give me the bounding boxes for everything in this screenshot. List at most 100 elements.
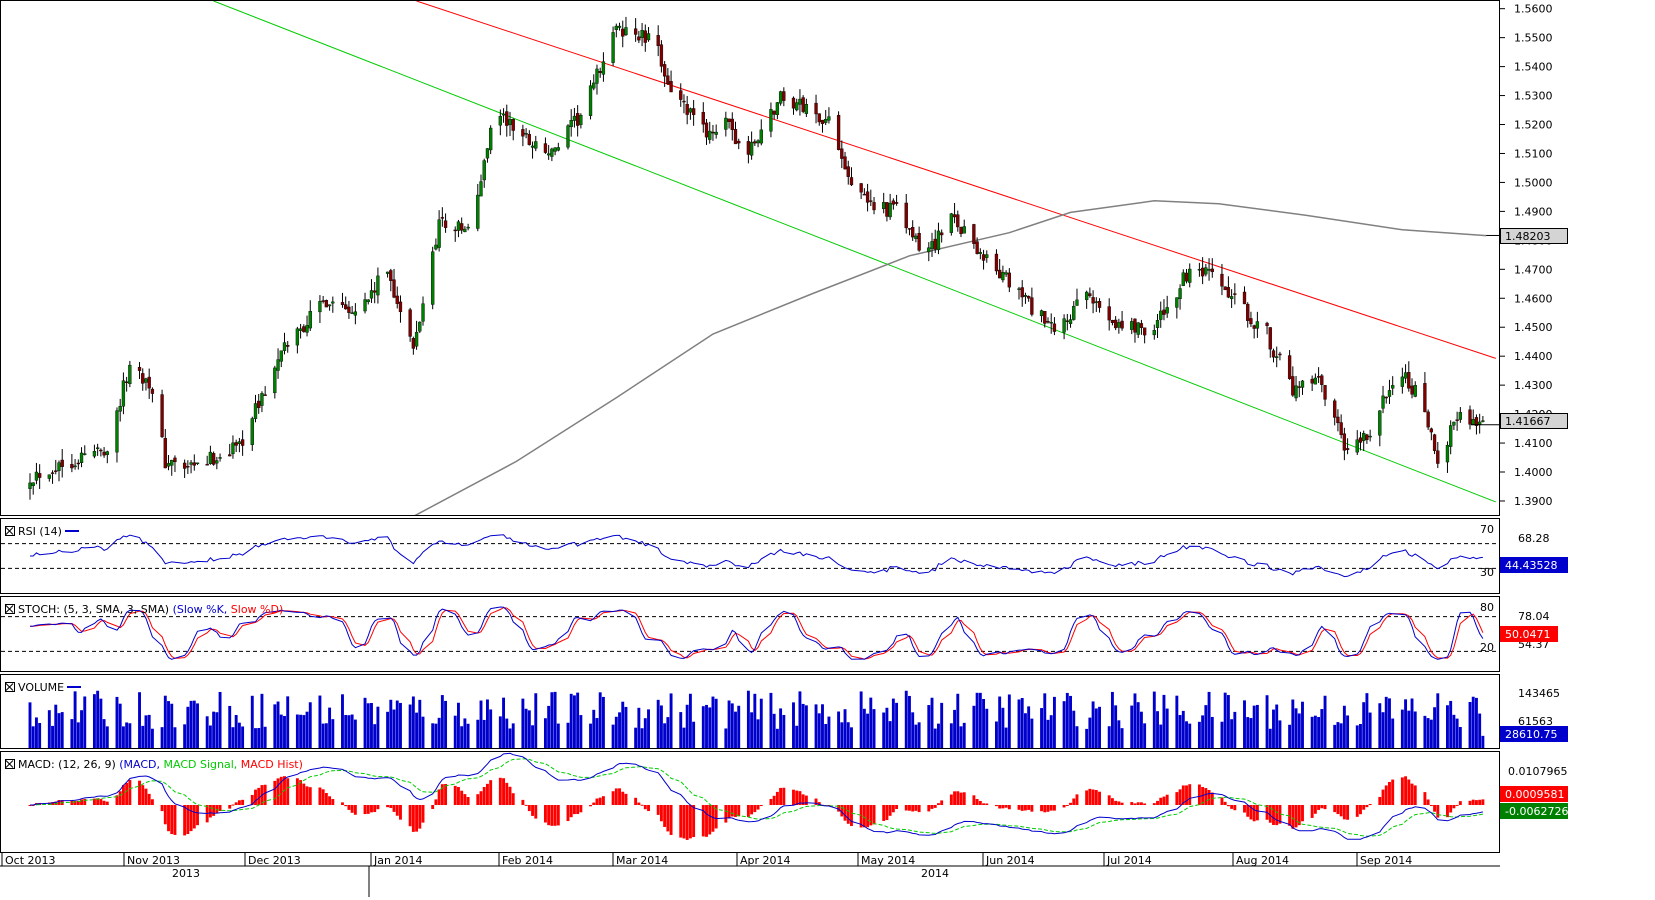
candle-body — [395, 295, 399, 304]
macd-hist-bar — [656, 805, 660, 815]
candle-body — [1184, 272, 1189, 282]
stoch-extra-label: 78.04 — [1518, 610, 1550, 623]
rsi-chart[interactable] — [1, 519, 1499, 593]
macd-hist-bar — [782, 787, 786, 805]
macd-hist-bar — [556, 805, 560, 826]
volume-bar — [254, 728, 257, 748]
volume-bar — [798, 691, 802, 748]
volume-chart[interactable] — [1, 675, 1499, 748]
stoch-chart[interactable] — [1, 597, 1499, 671]
macd-hist-bar — [1098, 791, 1101, 805]
macd-hist-bar — [553, 805, 557, 826]
candle-body — [1255, 321, 1260, 329]
candle-body — [998, 269, 1002, 279]
candle-body — [704, 122, 709, 138]
candle-body — [1197, 269, 1202, 271]
candle-body — [1110, 319, 1115, 323]
candle-body — [1001, 272, 1005, 281]
candle-body — [1094, 301, 1098, 303]
macd-hist-bar — [827, 805, 831, 806]
macd-hist-bar — [795, 790, 799, 805]
candle-body — [1278, 353, 1282, 356]
candle-body — [927, 247, 931, 253]
volume-bar — [1452, 714, 1456, 748]
rsi-level-30: 30 — [1480, 566, 1494, 579]
month-label: May 2014 — [861, 854, 915, 867]
price-tick-label: 1.3900 — [1514, 495, 1553, 508]
candle-body — [659, 44, 664, 67]
close-pane-icon[interactable] — [5, 604, 15, 614]
macd-hist-bar — [440, 784, 444, 805]
price-chart[interactable] — [1, 1, 1499, 515]
macd-hist-bar — [1049, 805, 1053, 811]
volume-bar — [263, 726, 267, 748]
macd-hist-bar — [1301, 805, 1304, 822]
close-pane-icon[interactable] — [5, 682, 15, 692]
macd-hist-bar — [531, 805, 534, 816]
candle-body — [228, 454, 232, 457]
candle-body — [31, 482, 35, 486]
volume-bar — [872, 709, 876, 748]
volume-bar — [994, 721, 998, 748]
candle-body — [83, 453, 87, 455]
candle-body — [195, 462, 200, 465]
macd-hist-bar — [208, 805, 212, 818]
price-tick-label: 1.5500 — [1514, 32, 1553, 45]
volume-bar — [273, 704, 277, 748]
volume-bar — [141, 725, 145, 748]
candle-body — [498, 116, 502, 126]
volume-bar — [1185, 721, 1188, 748]
price-pane[interactable] — [0, 0, 1500, 516]
support-trendline — [213, 1, 1496, 503]
macd-hist-bar — [547, 805, 551, 826]
candle-body — [1387, 390, 1392, 397]
volume-bar — [1052, 696, 1056, 748]
macd-hist-bar — [679, 805, 683, 838]
stoch-pane[interactable]: STOCH: (5, 3, SMA, 3, SMA) (Slow %K, Slo… — [0, 596, 1500, 672]
macd-chart[interactable] — [1, 752, 1499, 852]
candle-body — [408, 309, 412, 337]
price-tick-label: 1.4100 — [1514, 437, 1553, 450]
macd-hist-bar — [1413, 785, 1417, 805]
macd-hist-bar — [534, 805, 538, 819]
volume-bar — [1336, 722, 1340, 748]
macd-hist-bar — [1297, 805, 1301, 826]
volume-header: VOLUME — [5, 681, 82, 694]
volume-bar — [498, 716, 502, 748]
candle-body — [1323, 385, 1327, 400]
volume-bar — [408, 704, 412, 748]
macd-hist-bar — [144, 788, 148, 805]
macd-hist-bar — [1384, 785, 1388, 805]
candle-body — [189, 462, 193, 465]
macd-hist-bar — [1075, 794, 1079, 805]
volume-title: VOLUME — [18, 681, 65, 694]
rsi-pane[interactable]: RSI (14) — [0, 518, 1500, 594]
volume-bar — [250, 695, 254, 748]
macd-hist-bar — [1117, 801, 1121, 805]
macd-hist-bar — [212, 805, 216, 816]
stoch-header: STOCH: (5, 3, SMA, 3, SMA) (Slow %K, Slo… — [5, 603, 283, 616]
macd-hist-bar — [840, 805, 844, 817]
macd-hist-bar — [147, 793, 151, 805]
candle-body — [324, 300, 329, 308]
macd-pane[interactable]: MACD: (12, 26, 9) (MACD, MACD Signal, MA… — [0, 751, 1500, 853]
candle-body — [601, 61, 606, 75]
volume-bar — [1110, 691, 1114, 748]
candle-body — [1152, 330, 1156, 336]
macd-hist-bar — [862, 805, 866, 828]
macd-hist-bar — [1062, 805, 1066, 808]
macd-hist-bar — [1156, 800, 1159, 805]
candle-body — [1043, 311, 1047, 324]
volume-bar — [656, 699, 660, 748]
close-pane-icon[interactable] — [5, 526, 15, 536]
candle-body — [798, 98, 802, 105]
volume-bar — [76, 722, 80, 748]
candle-body — [28, 482, 32, 489]
macd-hist-bar — [543, 805, 547, 823]
candle-body — [186, 466, 190, 468]
close-pane-icon[interactable] — [5, 759, 15, 769]
volume-pane[interactable]: VOLUME — [0, 674, 1500, 749]
volume-bar — [621, 701, 625, 748]
candle-body — [708, 130, 712, 140]
macd-hist-bar — [234, 802, 238, 805]
